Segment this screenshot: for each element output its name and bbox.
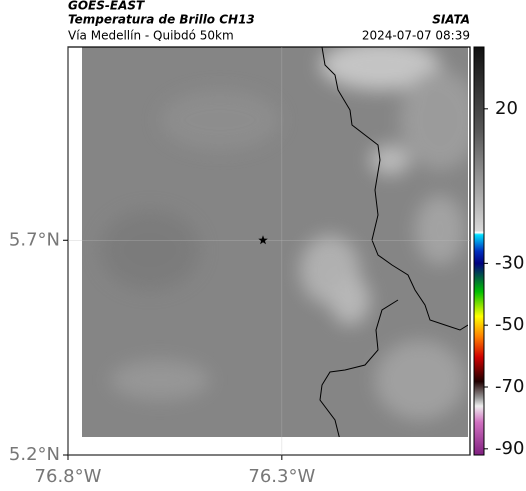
colorbar-tick-label: -70 (495, 376, 524, 397)
colorbar-tick-label: -50 (495, 314, 524, 335)
y-tick-label: 5.7°N (9, 229, 60, 250)
source: SIATA (432, 13, 470, 27)
location-marker (258, 235, 268, 245)
y-tick-label: 5.2°N (9, 444, 60, 465)
colorbar-tick-label: 20 (495, 98, 518, 119)
location: Vía Medellín - Quibdó 50km (68, 29, 234, 43)
colorbar (473, 46, 485, 456)
header: GOES-EAST Temperatura de Brillo CH13 SIA… (68, 0, 470, 43)
colorbar-tick-label: -90 (495, 438, 524, 459)
satellite-image (82, 47, 468, 437)
title: GOES-EAST (68, 0, 145, 13)
border-line (319, 299, 399, 437)
border-line (321, 47, 468, 331)
colorbar-tick-label: -30 (495, 252, 524, 273)
datetime: 2024-07-07 08:39 (362, 29, 470, 43)
subtitle: Temperatura de Brillo CH13 (68, 13, 255, 27)
x-tick-label: 76.3°W (248, 466, 315, 487)
x-tick-label: 76.8°W (35, 466, 102, 487)
